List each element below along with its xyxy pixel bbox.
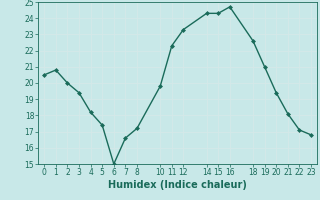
X-axis label: Humidex (Indice chaleur): Humidex (Indice chaleur) [108, 180, 247, 190]
